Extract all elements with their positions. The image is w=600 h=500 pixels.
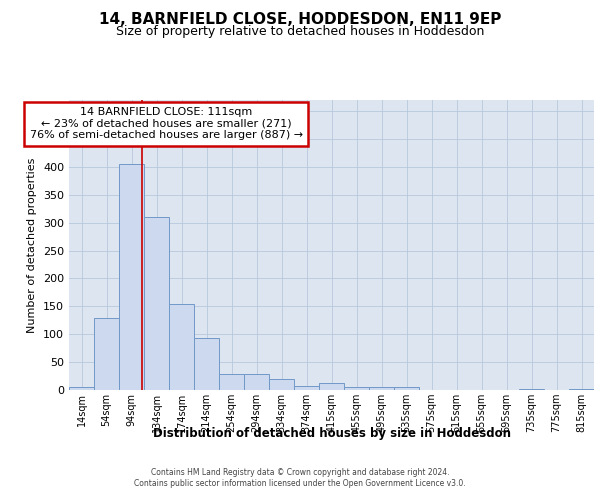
Bar — [294, 386, 319, 390]
Bar — [319, 383, 344, 390]
Bar — [69, 387, 94, 390]
Bar — [119, 164, 144, 390]
Bar — [369, 387, 394, 390]
Text: Size of property relative to detached houses in Hoddesdon: Size of property relative to detached ho… — [116, 25, 484, 38]
Text: 14, BARNFIELD CLOSE, HODDESDON, EN11 9EP: 14, BARNFIELD CLOSE, HODDESDON, EN11 9EP — [99, 12, 501, 28]
Bar — [569, 389, 594, 390]
Bar — [269, 379, 294, 390]
Text: Contains HM Land Registry data © Crown copyright and database right 2024.
Contai: Contains HM Land Registry data © Crown c… — [134, 468, 466, 487]
Bar — [144, 217, 169, 390]
Text: 14 BARNFIELD CLOSE: 111sqm
← 23% of detached houses are smaller (271)
76% of sem: 14 BARNFIELD CLOSE: 111sqm ← 23% of deta… — [29, 108, 302, 140]
Bar — [244, 374, 269, 390]
Y-axis label: Number of detached properties: Number of detached properties — [28, 158, 37, 332]
Bar — [519, 389, 544, 390]
Bar — [394, 387, 419, 390]
Bar — [169, 304, 194, 390]
Text: Distribution of detached houses by size in Hoddesdon: Distribution of detached houses by size … — [153, 428, 511, 440]
Bar — [219, 374, 244, 390]
Bar — [194, 338, 219, 390]
Bar — [344, 387, 369, 390]
Bar — [94, 318, 119, 390]
